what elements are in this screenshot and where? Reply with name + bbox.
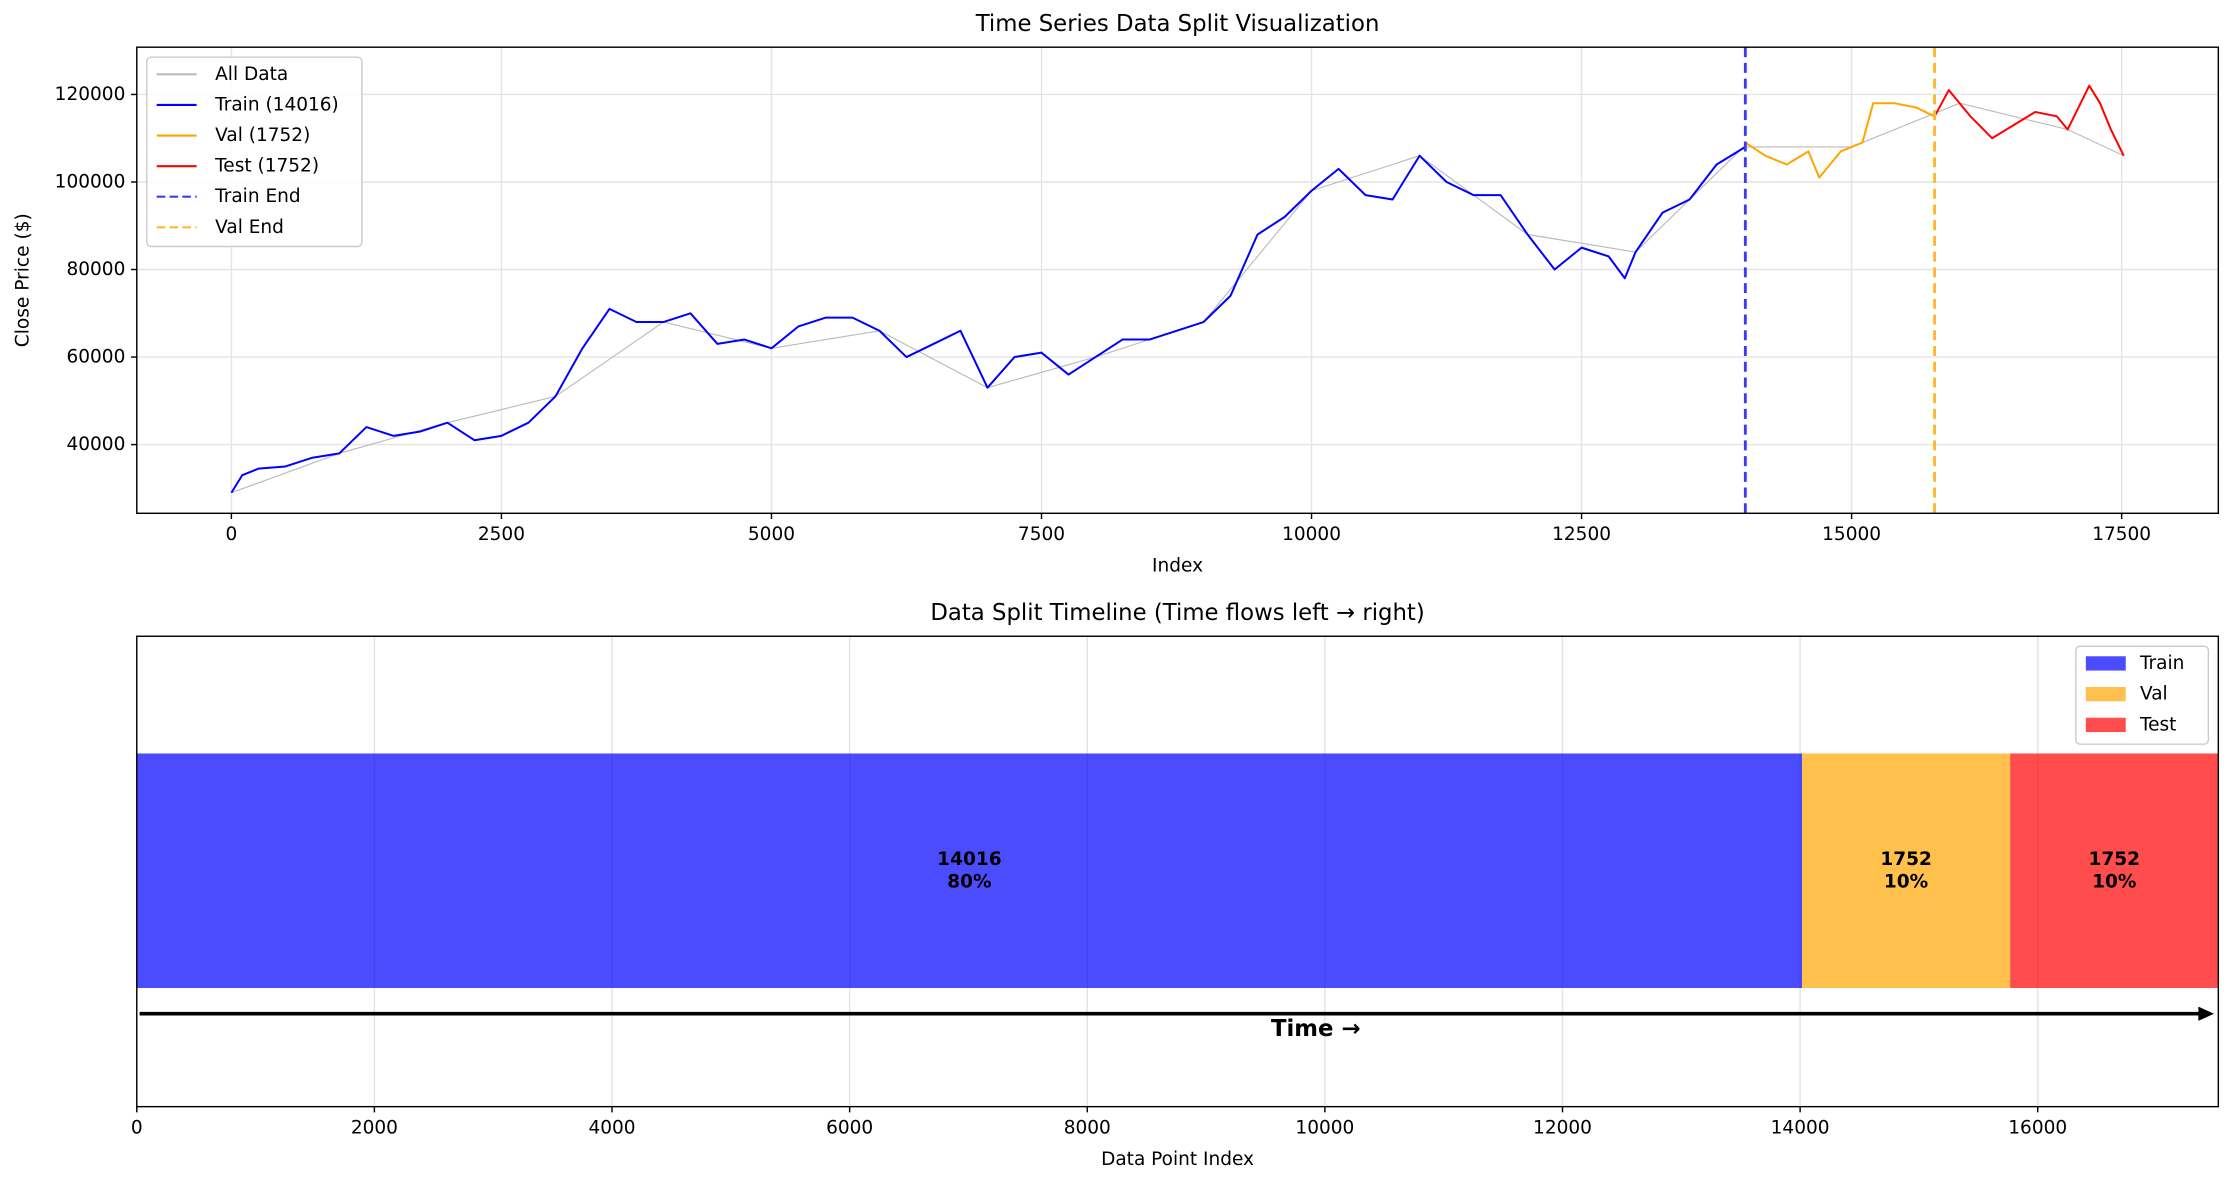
plot-frame (136, 46, 2220, 515)
chart-title: Time Series Data Split Visualization (975, 11, 1380, 37)
legend-label: Val (2140, 684, 2168, 705)
plot-frame (136, 635, 2220, 1108)
legend-label: Train (2139, 653, 2184, 674)
bar-count-label: 14016 (937, 849, 1001, 870)
split-bar (136, 753, 1803, 988)
legend-swatch (2085, 717, 2126, 733)
x-tick-label: 17500 (2092, 524, 2151, 545)
x-tick-label: 0 (226, 524, 238, 545)
legend-label: Val End (215, 217, 284, 238)
x-tick-label: 10000 (1295, 1118, 1354, 1139)
legend-swatch (2085, 656, 2126, 671)
legend-label: Val (1752) (215, 125, 310, 146)
y-tick-label: 120000 (55, 84, 126, 105)
split-bar (1802, 753, 2011, 988)
bar-share-label: 80% (947, 872, 991, 893)
bar-count-label: 1752 (1880, 849, 1932, 870)
legend-swatch (2085, 687, 2126, 702)
x-tick-label: 8000 (1064, 1118, 1111, 1139)
legend-label: All Data (215, 64, 288, 85)
bar-count-label: 1752 (2088, 849, 2140, 870)
y-tick-label: 80000 (66, 259, 125, 280)
x-tick-label: 5000 (748, 524, 795, 545)
x-tick-label: 2500 (478, 524, 525, 545)
x-tick-label: 16000 (2008, 1118, 2067, 1139)
price-line (230, 146, 1746, 494)
x-axis-label: Index (1152, 556, 1203, 577)
time-arrow-head (2198, 1006, 2215, 1021)
legend-label: Test (2139, 714, 2176, 735)
x-tick-label: 14000 (1771, 1118, 1830, 1139)
x-tick-label: 15000 (1822, 524, 1881, 545)
price-line (1933, 84, 2125, 157)
bar-share-label: 10% (2092, 872, 2136, 893)
time-annotation: Time → (1271, 1016, 1361, 1042)
y-axis-label: Close Price ($) (12, 213, 33, 347)
x-tick-label: 4000 (588, 1118, 635, 1139)
legend-label: Train End (214, 186, 301, 207)
bar-share-label: 10% (1884, 872, 1928, 893)
legend-label: Test (1752) (214, 156, 319, 177)
x-tick-label: 12500 (1552, 524, 1611, 545)
x-tick-label: 7500 (1018, 524, 1065, 545)
x-tick-label: 10000 (1282, 524, 1341, 545)
x-axis-label: Data Point Index (1101, 1149, 1254, 1170)
x-tick-label: 12000 (1533, 1118, 1592, 1139)
legend-box (146, 56, 363, 248)
x-tick-label: 0 (131, 1118, 143, 1139)
x-tick-label: 6000 (826, 1118, 873, 1139)
y-tick-label: 60000 (66, 347, 125, 368)
y-tick-label: 40000 (66, 434, 125, 455)
x-tick-label: 2000 (351, 1118, 398, 1139)
split-bar (2010, 753, 2219, 988)
chart-title: Data Split Timeline (Time flows left → r… (930, 600, 1424, 626)
y-tick-label: 100000 (55, 171, 126, 192)
legend-label: Train (14016) (214, 94, 339, 115)
price-line (1744, 102, 1935, 179)
